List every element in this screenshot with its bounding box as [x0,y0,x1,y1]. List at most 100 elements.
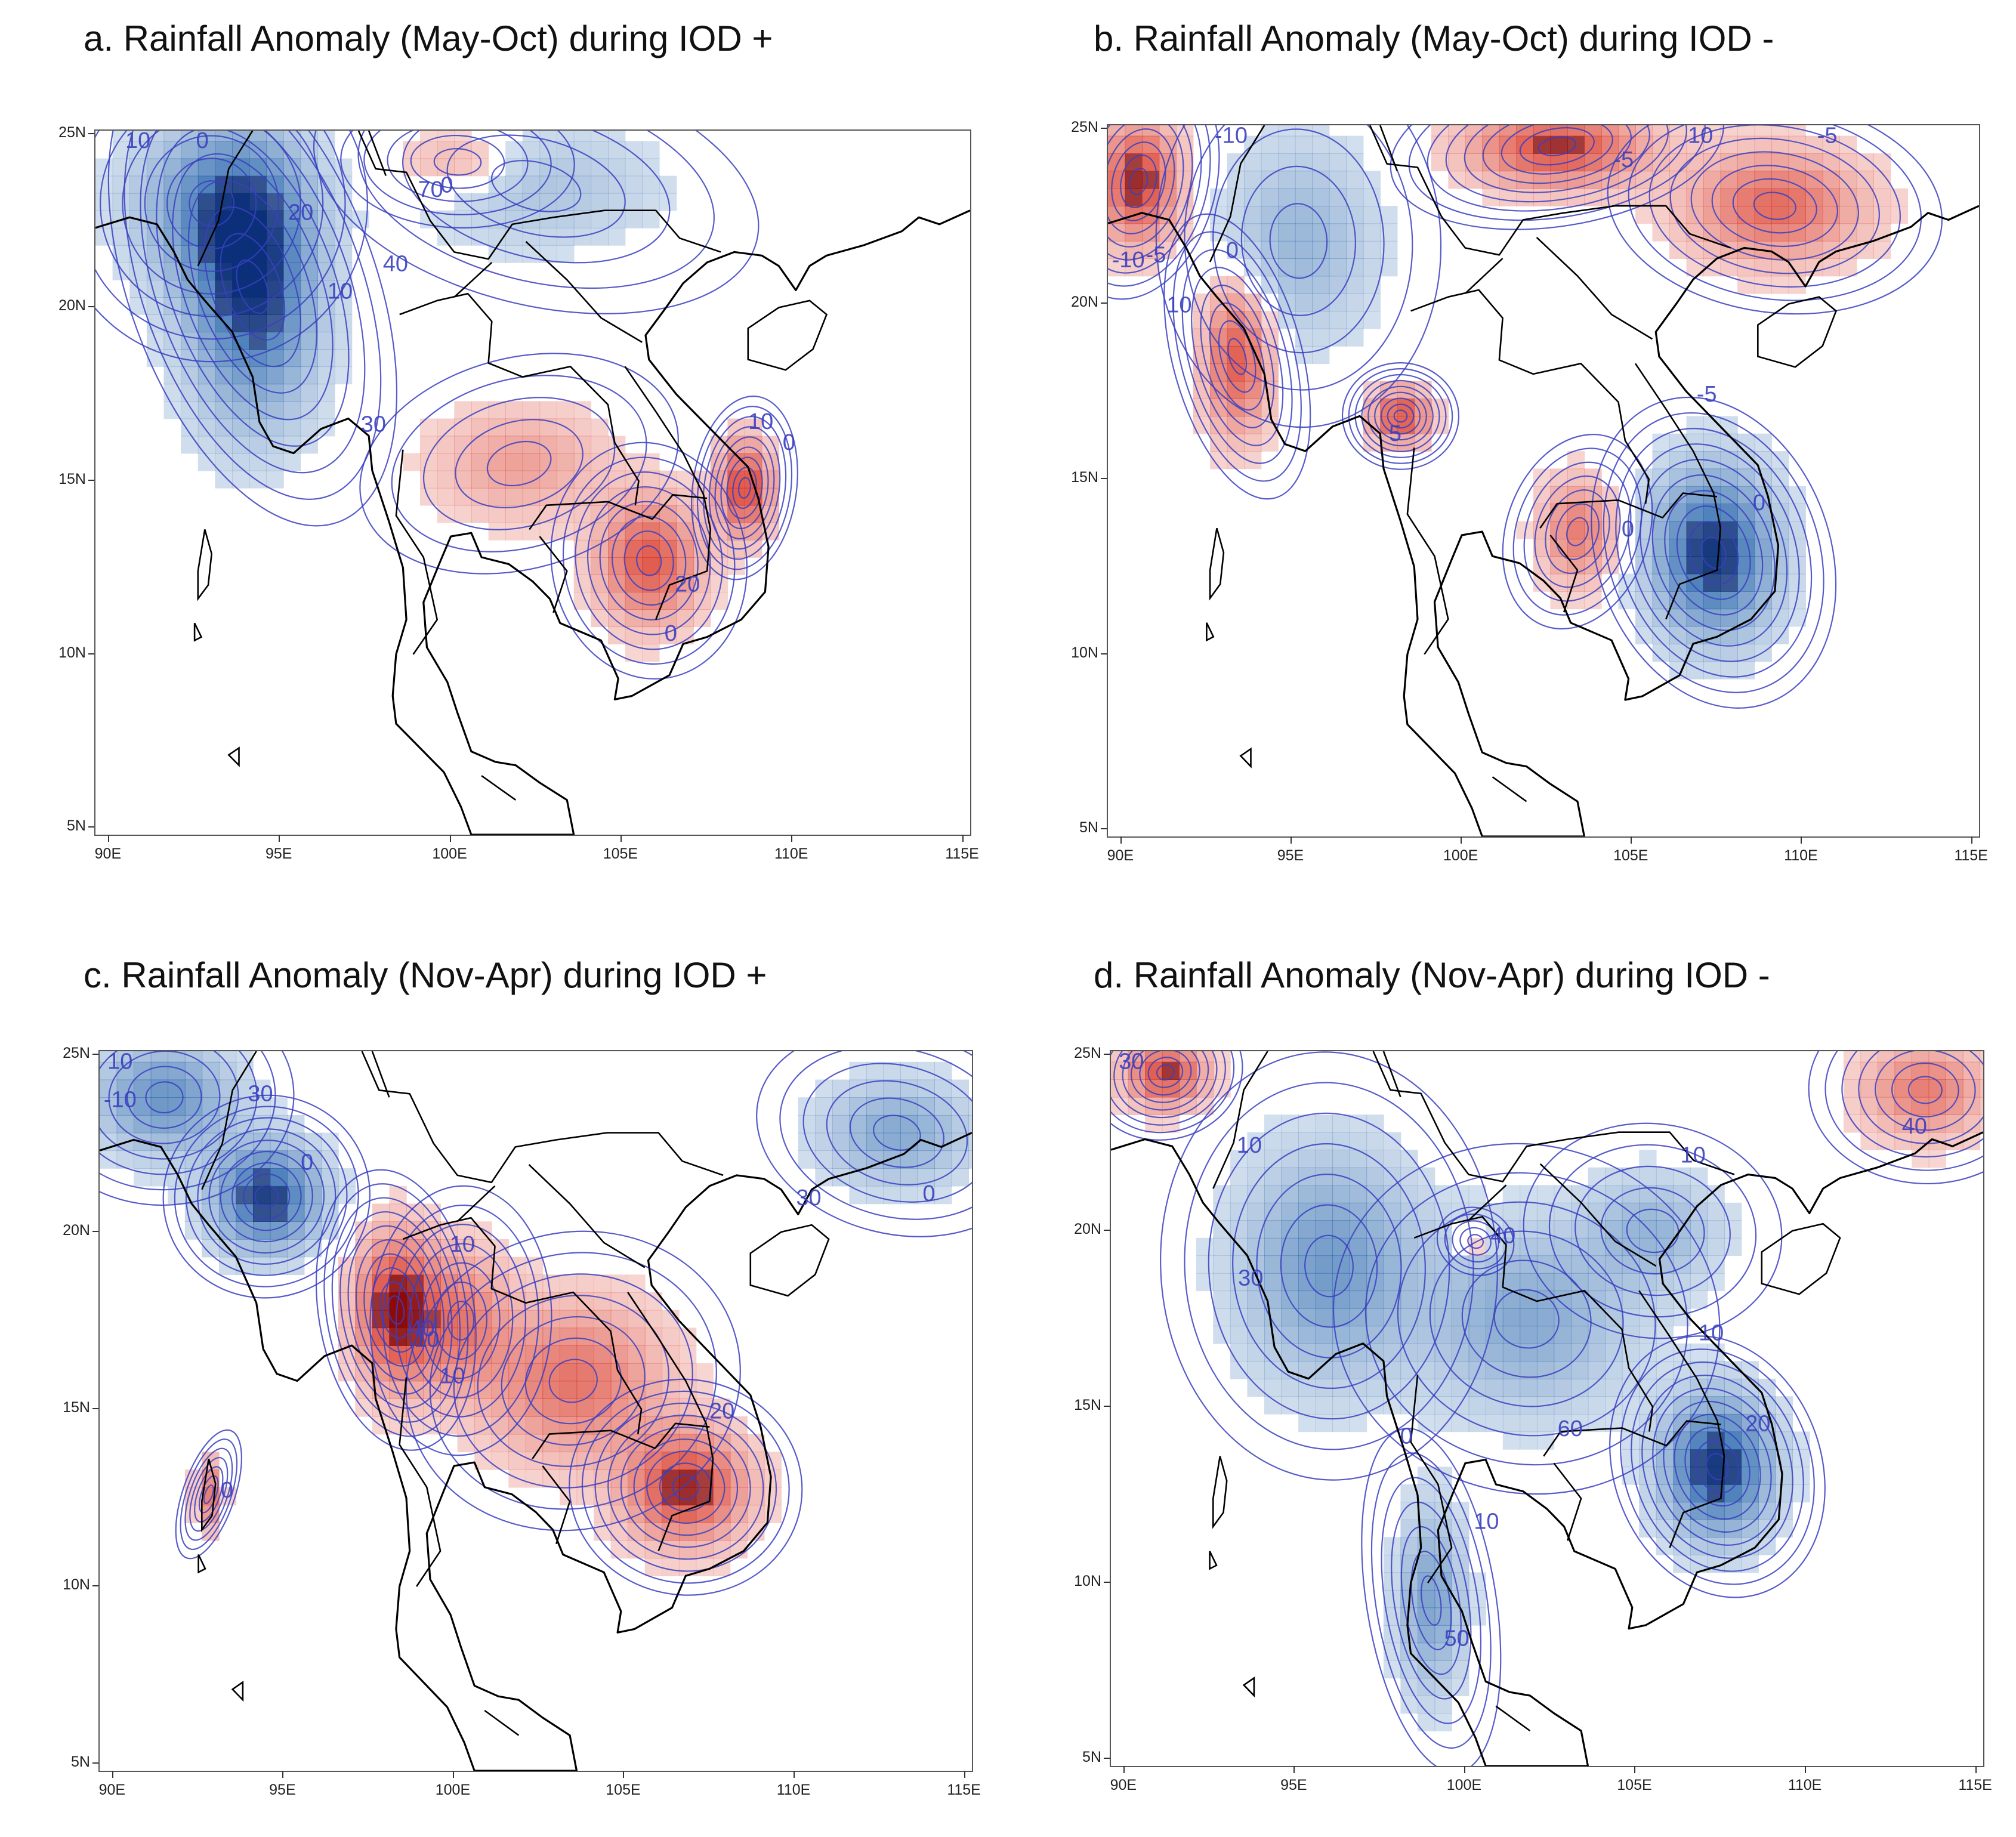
anomaly-shading [1111,1051,1983,1731]
anomaly-cell [1312,276,1330,294]
anomaly-cell [1588,1220,1606,1239]
anomaly-cell [1703,223,1721,242]
anomaly-cell [1652,188,1670,206]
anomaly-cell [1724,1413,1742,1432]
anomaly-cell [610,1274,628,1293]
anomaly-cell [1567,538,1585,557]
anomaly-cell [642,644,660,662]
anomaly-cell [1278,223,1296,242]
anomaly-cell [1639,1202,1657,1221]
lon-tick-mark [1631,836,1632,844]
anomaly-cell [1261,433,1279,452]
anomaly-cell [454,505,472,523]
anomaly-cell [849,1185,867,1205]
anomaly-cell [1686,188,1704,206]
anomaly-cell [1261,153,1279,172]
contour-label: 0 [1753,490,1765,515]
anomaly-cell [1295,206,1313,224]
anomaly-cell [1720,223,1738,242]
anomaly-cell [1737,644,1755,662]
anomaly-cell [1298,1150,1316,1168]
anomaly-cell [300,314,318,332]
contour-line [379,1281,413,1339]
anomaly-cell [1622,1273,1640,1292]
contour-line [1695,1440,1740,1494]
anomaly-cell [1520,1326,1538,1344]
anomaly-cell [1554,1343,1572,1362]
anomaly-cell [628,1381,646,1399]
contour-lines [1111,1051,1983,1766]
lon-tick-label: 90E [1110,1777,1137,1793]
anomaly-cell [1281,1255,1299,1274]
contour-line [429,1252,717,1510]
contour-label: -5 [1146,242,1166,267]
anomaly-cell [539,401,557,419]
anomaly-cell [522,131,541,142]
anomaly-cell [168,1061,186,1080]
contour-line [1523,1122,1783,1339]
contour-line [714,436,775,540]
anomaly-cell [1536,1308,1555,1327]
anomaly-cell [1822,223,1840,242]
anomaly-cell [591,436,609,454]
anomaly-cell [1329,276,1347,294]
contour-line [756,1051,972,1237]
anomaly-cell [215,401,233,419]
anomaly-cell [676,505,694,523]
contour-label: 10 [450,1232,475,1257]
contour-line [1429,1230,1624,1407]
anomaly-cell [1452,1290,1469,1309]
anomaly-cell [146,349,165,368]
anomaly-cell [798,1114,816,1134]
contour-line [447,1301,475,1341]
contour-line [696,406,793,570]
lat-tick-label: 15N [1074,1397,1101,1414]
anomaly-cell [1571,1361,1589,1379]
anomaly-cell [1278,240,1296,259]
anomaly-cell [560,1274,578,1293]
anomaly-cell [1520,1343,1538,1362]
anomaly-cell [678,1469,697,1488]
country-border [528,1164,646,1268]
contour-line [1603,412,1824,693]
contour-line [1627,443,1800,662]
contour-line [569,1378,803,1596]
anomaly-cell [1281,1202,1299,1221]
contour-line [1208,1112,1450,1420]
anomaly-cell [591,193,609,211]
anomaly-cell [625,557,643,575]
anomaly-cell [1383,1326,1401,1344]
anomaly-cell [1281,1273,1299,1292]
anomaly-cell [1468,1607,1486,1626]
country-border [1539,1163,1657,1267]
contour-label: 0 [1226,238,1239,263]
anomaly-cell [321,1168,339,1187]
anomaly-cell [197,193,216,211]
contour-line [1651,474,1776,631]
contour-label: 20 [288,200,313,225]
anomaly-cell [542,1398,560,1417]
anomaly-cell [662,1416,680,1435]
contour-line [524,1337,622,1425]
anomaly-cell [1278,188,1296,206]
anomaly-cell [454,210,472,229]
anomaly-cell [1332,1396,1350,1415]
anomaly-cell [1536,1326,1555,1344]
anomaly-cell [642,539,660,558]
lon-tick-label: 105E [606,1782,641,1798]
anomaly-cell [522,470,541,489]
lat-tick-label: 25N [58,124,86,141]
contour-line [1641,1375,1793,1559]
anomaly-cell [1111,1097,1129,1115]
anomaly-cell [1196,1097,1214,1115]
anomaly-cell [266,332,284,350]
anomaly-cell [1468,1308,1486,1327]
contour-line [1538,136,1576,156]
lat-tick-mark [92,1585,98,1587]
anomaly-cell [334,314,353,332]
anomaly-cell [471,436,489,454]
anomaly-cell [1588,1396,1606,1415]
contour-line [1232,1143,1426,1389]
anomaly-cell [1349,1290,1367,1309]
anomaly-cell [197,158,216,177]
